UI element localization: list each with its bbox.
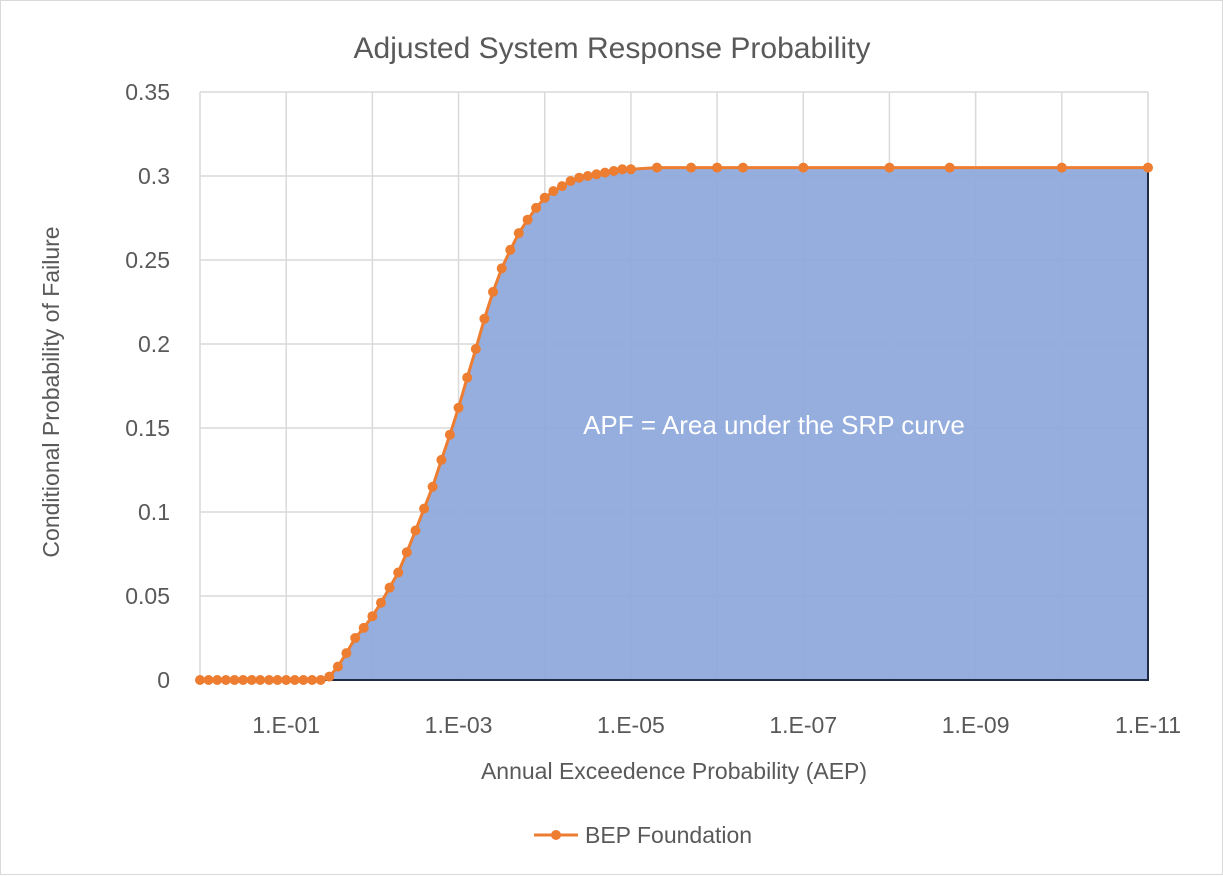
x-tick-label: 1.E-11 [1115, 712, 1181, 738]
x-tick-label: 1.E-01 [252, 712, 320, 738]
data-point [582, 171, 593, 181]
legend-label-bep-foundation: BEP Foundation [585, 822, 752, 848]
data-point [531, 202, 542, 213]
data-point [617, 164, 628, 175]
data-point [350, 633, 361, 643]
data-point [427, 481, 438, 492]
data-point [548, 186, 559, 197]
data-point [600, 167, 610, 178]
data-point [557, 181, 567, 192]
data-point [738, 162, 748, 173]
legend: BEP Foundation [534, 822, 752, 848]
y-tick-label: 0.05 [125, 583, 170, 609]
y-axis-title: Conditional Probability of Failure [38, 226, 64, 557]
data-point [565, 176, 576, 186]
data-point [195, 675, 205, 685]
data-point [298, 675, 309, 685]
data-point [479, 313, 490, 324]
data-point [539, 192, 550, 203]
data-point [367, 611, 378, 622]
data-point [358, 622, 369, 633]
data-point [1143, 162, 1153, 173]
data-point [246, 675, 257, 685]
data-point [798, 162, 809, 173]
legend-marker-bep-foundation [551, 830, 561, 840]
data-point [513, 228, 524, 239]
data-point [212, 675, 223, 685]
data-point [341, 648, 352, 659]
y-tick-label: 0.1 [138, 499, 170, 525]
apf-annotation: APF = Area under the SRP curve [583, 410, 965, 440]
y-tick-label: 0.3 [138, 163, 170, 189]
y-tick-label: 0 [157, 667, 170, 693]
data-point [289, 675, 300, 685]
data-point [712, 162, 723, 173]
data-point [324, 671, 335, 682]
data-point [574, 172, 585, 183]
data-point [410, 525, 421, 536]
data-point [203, 675, 214, 685]
data-point [255, 675, 266, 685]
data-point [376, 597, 386, 608]
data-point [401, 547, 412, 558]
data-point [436, 454, 447, 465]
data-point [488, 286, 498, 297]
data-point [264, 675, 275, 685]
series-points-bep-foundation [195, 162, 1153, 685]
x-tick-label: 1.E-03 [425, 712, 493, 738]
y-tick-label: 0.15 [125, 415, 170, 441]
data-point [505, 244, 516, 255]
data-point [651, 162, 662, 173]
x-tick-label: 1.E-09 [942, 712, 1010, 738]
data-point [332, 661, 343, 672]
data-point [307, 675, 318, 685]
data-point [315, 675, 326, 685]
data-point [496, 263, 507, 274]
data-point [608, 166, 619, 176]
data-point [591, 169, 602, 180]
data-point [272, 675, 283, 685]
data-point [393, 567, 404, 578]
data-point [686, 162, 697, 173]
y-tick-label: 0.2 [138, 331, 170, 357]
data-point [384, 582, 395, 593]
x-axis-title: Annual Exceedence Probability (AEP) [481, 758, 867, 784]
data-point [444, 429, 455, 440]
data-point [220, 675, 231, 685]
data-point [238, 675, 249, 685]
data-point [281, 675, 292, 685]
data-point [884, 162, 895, 173]
data-point [419, 503, 430, 514]
data-point [944, 162, 955, 173]
y-tick-label: 0.25 [125, 247, 170, 273]
x-tick-label: 1.E-05 [597, 712, 665, 738]
data-point [470, 344, 481, 354]
y-tick-labels: 0 0.05 0.1 0.15 0.2 0.25 0.3 0.35 [125, 79, 170, 693]
chart-title: Adjusted System Response Probability [354, 32, 871, 65]
y-tick-label: 0.35 [125, 79, 170, 105]
x-tick-labels: 1.E-01 1.E-03 1.E-05 1.E-07 1.E-09 1.E-11 [252, 712, 1181, 738]
data-point [625, 164, 636, 175]
data-point [1056, 162, 1067, 173]
x-tick-label: 1.E-07 [769, 712, 837, 738]
data-point [522, 214, 533, 225]
data-point [453, 402, 464, 413]
data-point [462, 372, 473, 383]
data-point [229, 675, 240, 685]
